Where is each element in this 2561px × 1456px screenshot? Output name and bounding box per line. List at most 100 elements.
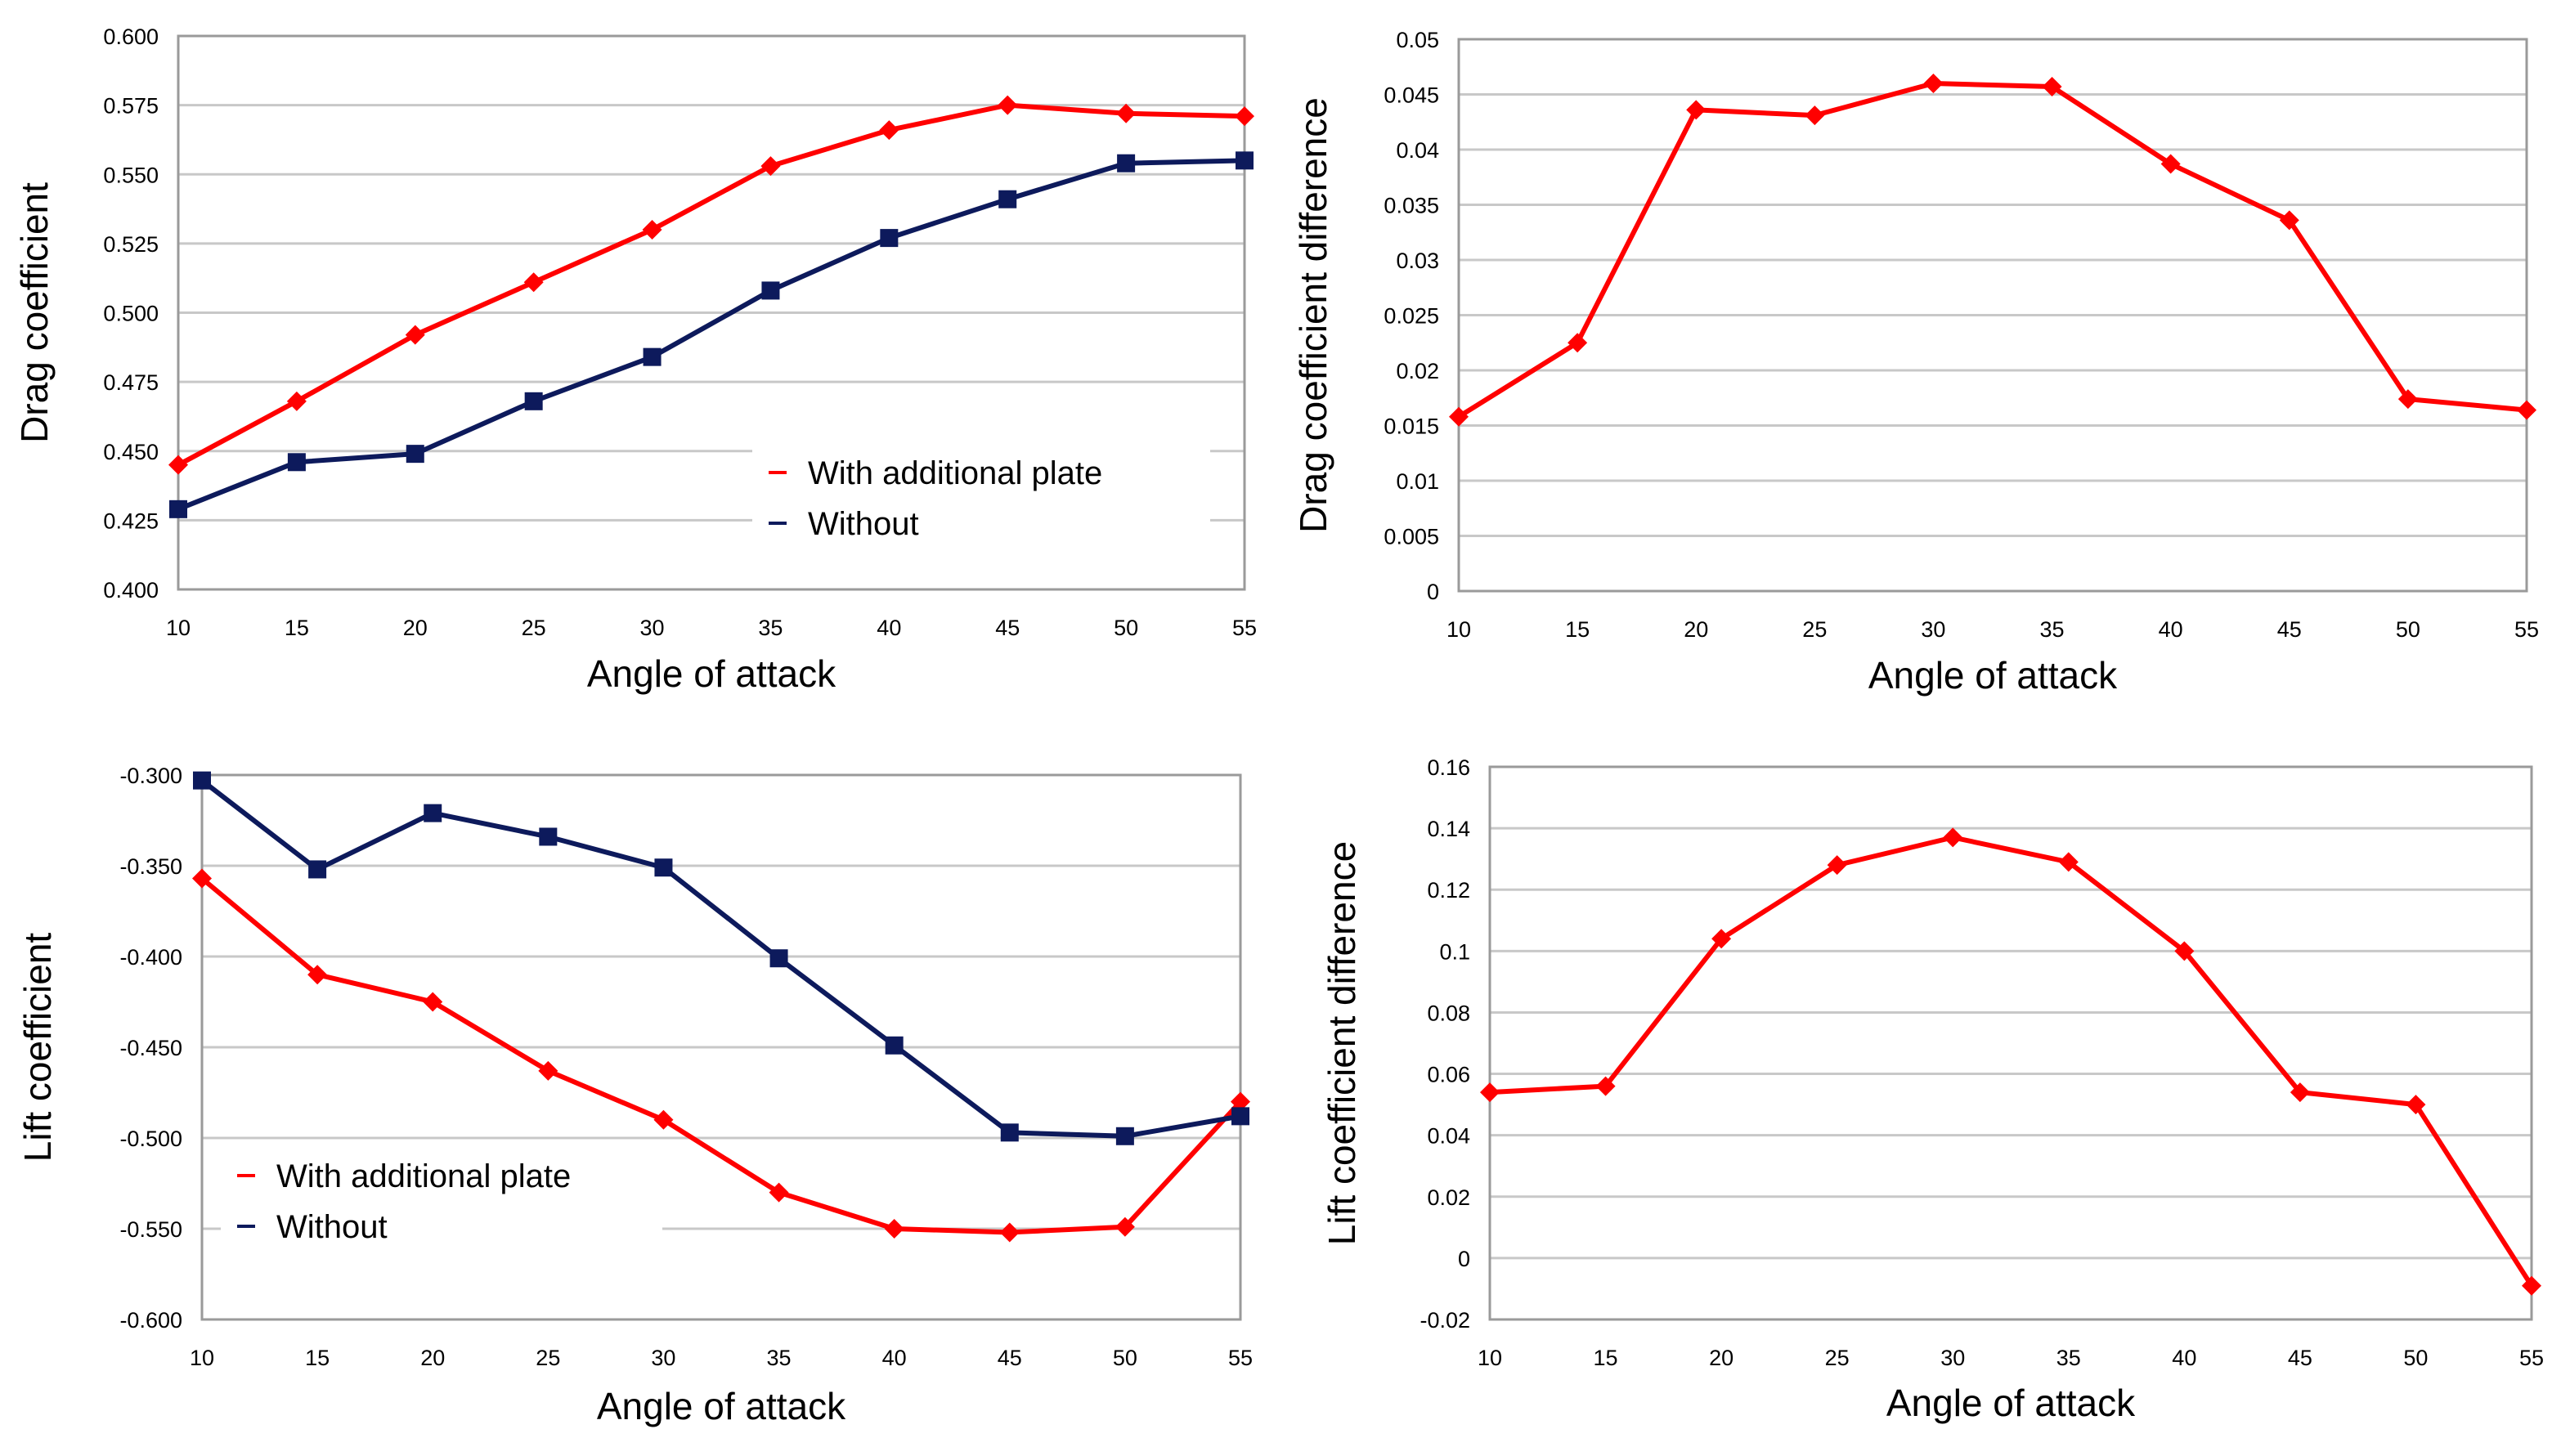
x-tick-label: 40 [882,1346,907,1370]
x-tick-label: 45 [998,1346,1022,1370]
y-tick-label: 0.16 [1427,755,1470,780]
x-tick-label: 35 [2040,617,2065,642]
y-tick-label: 0.02 [1396,359,1439,383]
y-tick-label: 0.05 [1396,28,1439,52]
data-point [1805,105,1825,126]
x-tick-label: 55 [2519,1346,2544,1370]
plot-area [177,34,1246,591]
series-line [1457,81,2527,419]
y-tick-label: 0.600 [103,25,159,49]
data-point [538,1060,558,1081]
chart-3: -0.600 -0.550 -0.500 -0.450 -0.400 -0.350 -0.3… [16,764,1253,1427]
data-point [1000,1123,1019,1142]
x-tick-label: 55 [2514,617,2539,642]
x-tick-label: 50 [1114,616,1138,640]
data-point [2397,389,2418,410]
data-point [760,156,781,177]
y-tick-label: 0.1 [1439,939,1470,964]
legend: With additional plate Without [752,441,1210,548]
y-tick-label: 0.500 [103,302,159,326]
data-point [1923,74,1944,93]
legend-background [752,441,1210,548]
x-tick-label: 10 [166,616,191,640]
series-line [200,876,1243,1235]
x-tick-label: 20 [1709,1346,1733,1370]
series-line [200,778,1241,1139]
x-tick-label: 55 [1228,1346,1253,1370]
data-point [761,281,780,300]
y-tick-label: -0.450 [119,1036,182,1060]
y-tick-label: 0.425 [103,508,159,533]
series-2 [169,151,1254,518]
data-point [1115,1127,1134,1145]
y-tick-label: 0.025 [1384,304,1439,329]
data-point [998,95,1018,115]
data-point [405,325,425,345]
x-tick-label: 35 [767,1346,792,1370]
data-point [1711,929,1732,949]
y-tick-label: 0.06 [1427,1063,1470,1087]
y-tick-label: 0.035 [1384,194,1439,218]
legend-label: With additional plate [808,455,1102,491]
y-tick-label: -0.300 [119,764,182,788]
y-tick-label: 0.03 [1396,249,1439,273]
x-tick-label: 40 [2159,617,2183,642]
y-tick-label: 0.450 [103,440,159,464]
x-tick-label: 15 [285,616,309,640]
data-point [1116,103,1137,123]
x-tick-label: 40 [877,616,901,640]
y-axis-title: Drag coefficient difference [1292,97,1334,533]
legend-label: Without [808,506,919,542]
y-axis-title: Lift coefficient difference [1321,841,1363,1245]
x-axis-title: Angle of attack [597,1385,846,1427]
y-tick-label: -0.500 [119,1127,182,1151]
data-point [769,1182,789,1203]
data-point [192,868,212,889]
data-point [524,392,543,410]
data-point [2522,1275,2541,1296]
x-axis-title: Angle of attack [1886,1382,2136,1424]
data-point [2279,210,2299,231]
x-tick-label: 30 [1921,617,1945,642]
data-point [423,992,443,1012]
data-point [307,965,328,985]
data-point [643,347,662,366]
x-tick-label: 55 [1232,616,1257,640]
y-tick-label: -0.600 [119,1308,182,1333]
data-point [539,827,558,846]
y-tick-label: 0 [1458,1247,1470,1271]
y-tick-label: 0.02 [1427,1185,1470,1210]
legend-label: With additional plate [276,1158,571,1194]
y-tick-label: 0.01 [1396,469,1439,494]
data-point [2042,77,2062,97]
data-point [2160,154,2181,174]
chart-4: -0.02 0 0.02 0.04 0.06 0.08 0.1 0.12 0.14 0.16 10 1… [1321,755,2544,1424]
data-point [884,1219,904,1239]
data-point [523,272,544,293]
y-tick-label: 0.04 [1427,1124,1470,1149]
x-tick-label: 10 [190,1346,214,1370]
x-tick-label: 30 [651,1346,675,1370]
data-point [2174,941,2195,961]
series-line [177,102,1245,468]
x-tick-label: 50 [2403,1346,2428,1370]
series-line [1489,835,2534,1288]
x-tick-label: 15 [1565,617,1590,642]
data-point [1595,1076,1616,1096]
x-tick-label: 20 [403,616,428,640]
x-tick-label: 50 [2396,617,2420,642]
x-tick-label: 25 [536,1346,560,1370]
x-tick-label: 30 [1940,1346,1965,1370]
series-2 [193,771,1249,1145]
x-tick-label: 50 [1113,1346,1137,1370]
data-point [1117,154,1136,172]
y-tick-label: 0.12 [1427,878,1470,903]
data-point [1449,406,1469,427]
x-tick-label: 45 [2288,1346,2312,1370]
y-tick-label: -0.400 [119,945,182,970]
series-1 [1449,74,2536,427]
legend: With additional plate Without [221,1145,662,1251]
data-point [2406,1095,2426,1115]
data-point [308,860,327,879]
y-tick-label: -0.550 [119,1217,182,1242]
